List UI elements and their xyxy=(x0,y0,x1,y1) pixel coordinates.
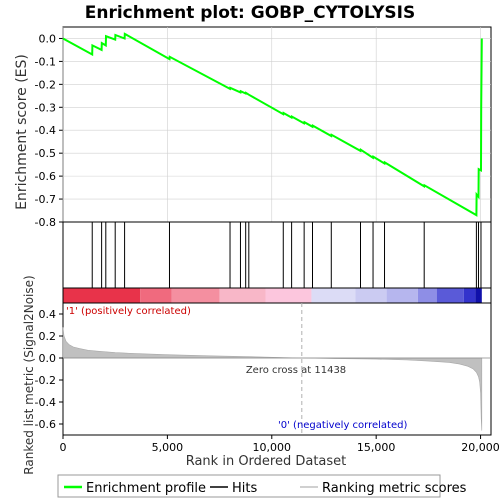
ranked-metric-panel: -0.6 -0.4 -0.2 0.0 0.2 0.4 0 5,000 10,000 15,000 2… xyxy=(35,302,500,454)
es-tick-label: -0.7 xyxy=(35,193,56,206)
zero-cross-label: Zero cross at 11438 xyxy=(246,365,346,376)
es-tick-label: -0.6 xyxy=(35,170,56,183)
chart-legend: Enrichment profile Hits Ranking metric sco… xyxy=(57,474,467,498)
metric-tick-label: 0.0 xyxy=(39,352,57,365)
colorbar-segment xyxy=(219,288,266,303)
hits-frame xyxy=(62,221,492,289)
rank-tick-label: 5,000 xyxy=(152,441,184,454)
colorbar-segment xyxy=(463,288,476,303)
rank-colorbar xyxy=(62,287,492,304)
legend-label: Hits xyxy=(232,481,257,496)
rank-tick-label: 20,000 xyxy=(461,441,500,454)
metric-plot-frame xyxy=(62,302,492,436)
colorbar-segment xyxy=(265,288,312,303)
legend-frame xyxy=(57,474,441,498)
positive-correlation-label: '1' (positively correlated) xyxy=(66,306,191,317)
colorbar-segment xyxy=(386,288,418,303)
enrichment-panel: -0.8 -0.7 -0.6 -0.5 -0.4 -0.3 -0.2 -0.1 0.0 xyxy=(35,26,492,229)
colorbar-segment xyxy=(140,288,172,303)
es-tick-label: -0.1 xyxy=(35,55,56,68)
metric-tick-label: -0.2 xyxy=(35,374,56,387)
es-axis-label: Enrichment score (ES) xyxy=(14,54,30,210)
colorbar-segment xyxy=(311,288,356,303)
rank-axis-label: Rank in Ordered Dataset xyxy=(186,454,347,469)
colorbar-segment xyxy=(436,288,464,303)
hits-panel xyxy=(62,221,492,289)
metric-tick-label: -0.4 xyxy=(35,396,56,409)
colorbar-segment xyxy=(475,288,482,303)
metric-axis-label: Ranked list metric (Signal2Noise) xyxy=(22,275,36,474)
es-tick-label: -0.4 xyxy=(35,124,56,137)
es-tick-label: -0.5 xyxy=(35,147,56,160)
legend-label: Ranking metric scores xyxy=(322,481,467,496)
es-tick-label: -0.3 xyxy=(35,101,56,114)
metric-tick-label: -0.6 xyxy=(35,418,56,431)
es-plot-frame xyxy=(62,26,492,223)
metric-tick-label: 0.2 xyxy=(39,330,57,343)
rank-tick-label: 10,000 xyxy=(253,441,292,454)
rank-tick-label: 0 xyxy=(60,441,67,454)
colorbar-segment xyxy=(355,288,387,303)
chart-title: Enrichment plot: GOBP_CYTOLYSIS xyxy=(85,3,415,23)
colorbar-segment xyxy=(171,288,220,303)
es-tick-label: 0.0 xyxy=(39,32,57,45)
legend-label: Enrichment profile xyxy=(86,481,206,496)
enrichment-profile-line xyxy=(62,32,483,217)
colorbar-segment xyxy=(63,288,141,303)
negative-correlation-label: '0' (negatively correlated) xyxy=(278,420,407,431)
metric-tick-label: 0.4 xyxy=(39,308,57,321)
es-tick-label: -0.8 xyxy=(35,216,56,229)
rank-tick-label: 15,000 xyxy=(357,441,396,454)
colorbar-segment xyxy=(417,288,437,303)
ranking-metric-area xyxy=(62,327,483,431)
es-tick-label: -0.2 xyxy=(35,78,56,91)
